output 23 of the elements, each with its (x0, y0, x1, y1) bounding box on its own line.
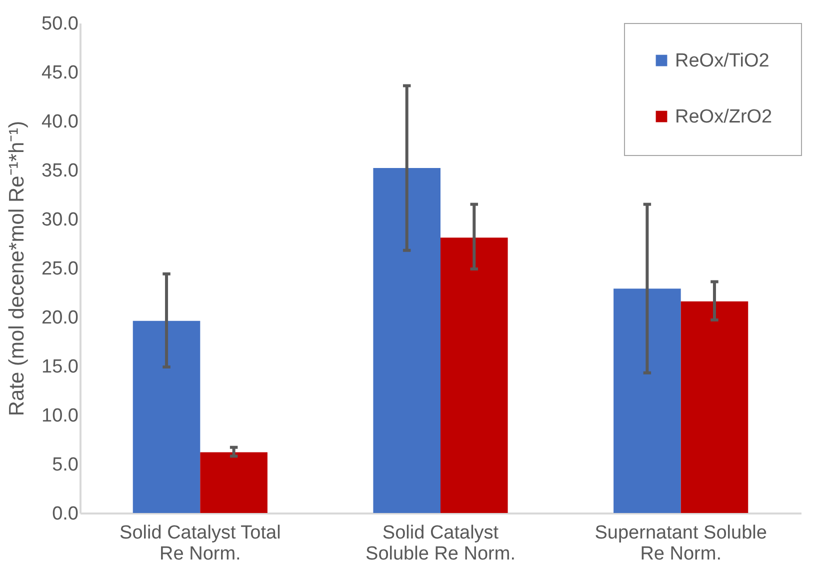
bar (373, 168, 440, 513)
y-tick-label: 0.0 (52, 504, 78, 524)
y-tick-label: 15.0 (42, 356, 78, 378)
y-tick-label: 50.0 (42, 14, 78, 34)
y-axis-title: Rate (mol decene*mol Re⁻¹*h⁻¹) (6, 120, 29, 416)
bar (200, 452, 268, 513)
bar (614, 288, 681, 513)
x-tick-label: Supernatant Soluble Re Norm. (594, 522, 767, 564)
y-tick-label: 25.0 (42, 258, 78, 280)
bar (440, 238, 508, 513)
legend-label: ReOx/TiO2 (675, 50, 770, 72)
x-tick-label: Solid Catalyst Soluble Re Norm. (366, 522, 516, 564)
y-tick-label: 20.0 (42, 308, 78, 328)
y-tick-label: 35.0 (42, 160, 78, 182)
bar (680, 301, 748, 513)
legend-label: ReOx/ZrO2 (675, 106, 772, 128)
y-tick-label: 40.0 (42, 112, 78, 132)
y-tick-label: 5.0 (52, 454, 78, 476)
x-tick-label: Solid Catalyst Total Re Norm. (120, 522, 281, 564)
y-tick-label: 30.0 (42, 210, 78, 230)
bar (132, 320, 200, 513)
y-tick-label: 45.0 (42, 62, 78, 84)
y-tick-label: 10.0 (42, 406, 78, 426)
